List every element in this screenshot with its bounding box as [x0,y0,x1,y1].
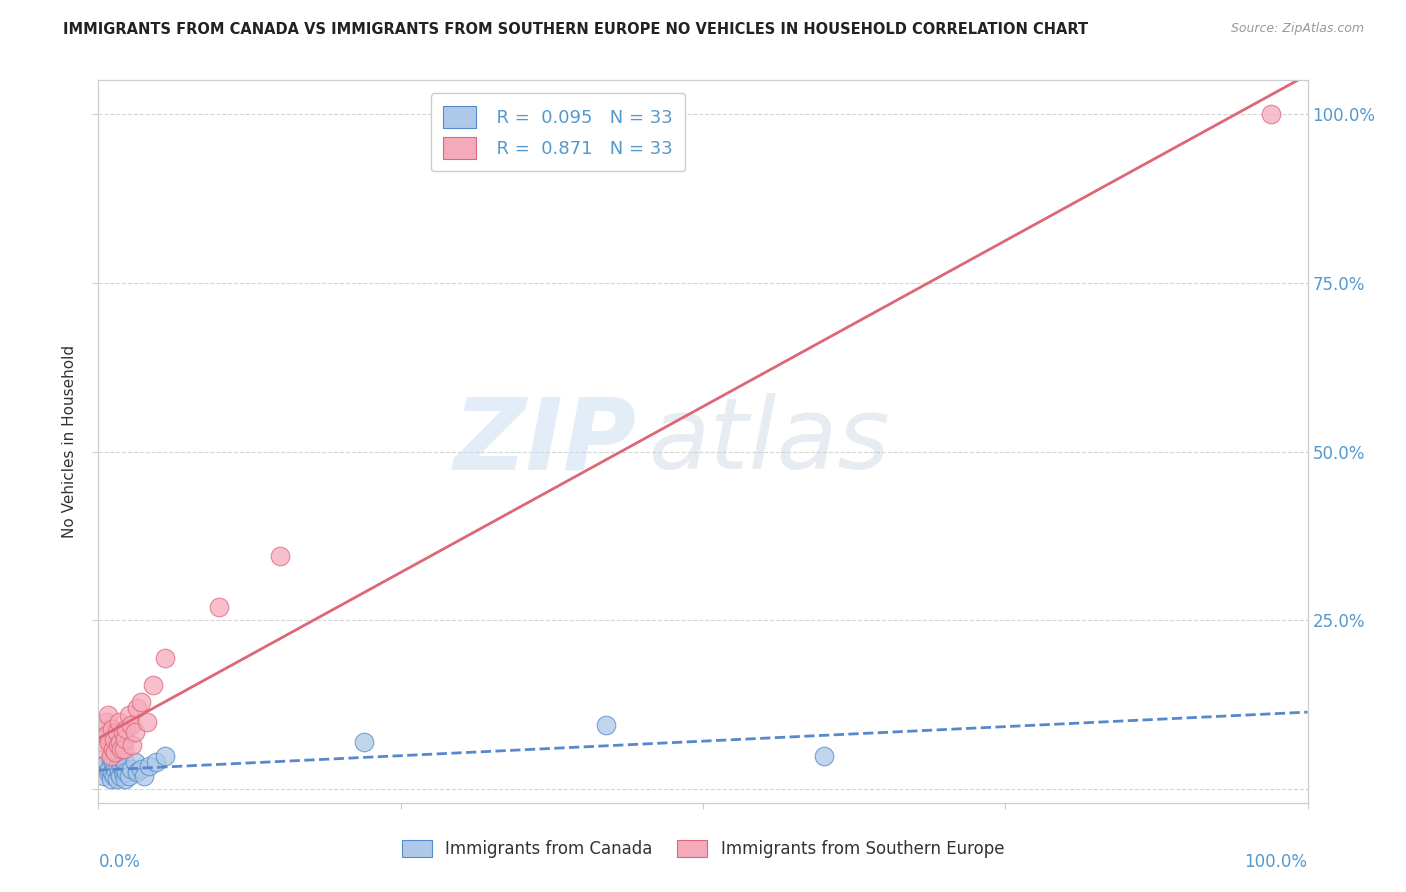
Point [107,758,129,772]
Point [91,722,114,736]
Point [107,739,129,753]
Point [134,769,156,783]
Point [93,769,115,783]
Point [100,722,122,736]
Point [145,756,167,770]
Point [121,739,143,753]
Point [98,735,121,749]
Point [127,701,149,715]
Point [120,762,142,776]
Point [96,728,118,742]
Point [101,741,124,756]
Point [127,765,149,780]
Point [269,549,291,564]
Legend: Immigrants from Canada, Immigrants from Southern Europe: Immigrants from Canada, Immigrants from … [394,832,1012,867]
Text: atlas: atlas [648,393,890,490]
Point [103,731,125,746]
Point [108,769,131,783]
Point [96,756,118,770]
Point [93,741,115,756]
Point [105,725,128,739]
Point [114,756,136,770]
Point [104,745,127,759]
Point [98,762,121,776]
Text: 100.0%: 100.0% [1244,854,1308,871]
Point [100,772,122,787]
Point [104,762,127,776]
Point [129,762,152,776]
Point [97,765,120,780]
Point [124,756,146,770]
Point [142,678,165,692]
Point [135,714,157,729]
Point [153,748,176,763]
Point [110,741,132,756]
Text: ZIP: ZIP [454,393,637,490]
Point [103,769,125,783]
Point [101,756,124,770]
Point [813,748,835,763]
Point [111,725,134,739]
Y-axis label: No Vehicles in Household: No Vehicles in Household [62,345,77,538]
Point [115,765,138,780]
Point [153,650,176,665]
Point [118,769,141,783]
Point [124,725,146,739]
Point [353,735,375,749]
Point [91,758,114,772]
Point [100,765,122,780]
Point [100,752,122,766]
Point [1260,107,1282,121]
Point [112,762,135,776]
Point [90,735,112,749]
Point [138,758,160,772]
Point [105,772,128,787]
Point [115,722,138,736]
Point [129,694,152,708]
Point [100,748,122,763]
Point [112,741,135,756]
Point [94,714,117,729]
Point [118,708,141,723]
Point [120,718,142,732]
Point [110,758,132,772]
Text: 0.0%: 0.0% [98,854,141,871]
Point [108,735,131,749]
Point [97,708,120,723]
Text: IMMIGRANTS FROM CANADA VS IMMIGRANTS FROM SOUTHERN EUROPE NO VEHICLES IN HOUSEHO: IMMIGRANTS FROM CANADA VS IMMIGRANTS FRO… [63,22,1088,37]
Point [114,731,136,746]
Text: Source: ZipAtlas.com: Source: ZipAtlas.com [1230,22,1364,36]
Point [108,765,131,780]
Point [111,765,134,780]
Point [114,772,136,787]
Point [595,718,617,732]
Point [208,599,231,614]
Point [108,714,131,729]
